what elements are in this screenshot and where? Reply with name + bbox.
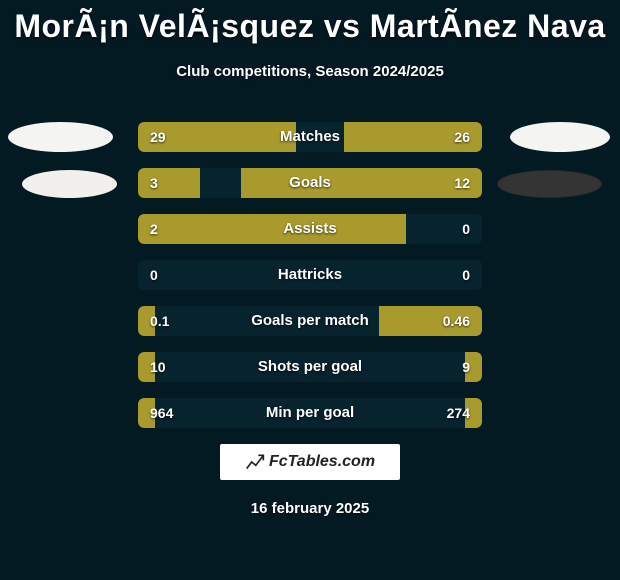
player1-badge-2 — [22, 170, 117, 198]
subtitle: Club competitions, Season 2024/2025 — [0, 63, 620, 80]
player2-badge-2 — [497, 170, 602, 198]
stat-row: 0.10.46Goals per match — [138, 306, 482, 336]
brand-text: FcTables.com — [269, 453, 375, 471]
stat-metric-label: Assists — [138, 214, 482, 244]
stat-metric-label: Matches — [138, 122, 482, 152]
stat-row: 00Hattricks — [138, 260, 482, 290]
stat-metric-label: Goals per match — [138, 306, 482, 336]
stat-row: 109Shots per goal — [138, 352, 482, 382]
brand-icon — [245, 452, 265, 472]
stat-row: 964274Min per goal — [138, 398, 482, 428]
footer-date: 16 february 2025 — [0, 500, 620, 517]
stat-metric-label: Hattricks — [138, 260, 482, 290]
player1-badge-1 — [8, 122, 113, 152]
stat-metric-label: Min per goal — [138, 398, 482, 428]
player2-badge-1 — [510, 122, 610, 152]
stat-metric-label: Shots per goal — [138, 352, 482, 382]
comparison-rows: 2926Matches 312Goals 20Assists 00Hattricks 0… — [138, 122, 482, 444]
stat-row: 2926Matches — [138, 122, 482, 152]
page-title: MorÃ¡n VelÃ¡squez vs MartÃnez Nava — [0, 0, 620, 45]
stat-metric-label: Goals — [138, 168, 482, 198]
stat-row: 20Assists — [138, 214, 482, 244]
brand-badge: FcTables.com — [220, 444, 400, 480]
stat-row: 312Goals — [138, 168, 482, 198]
